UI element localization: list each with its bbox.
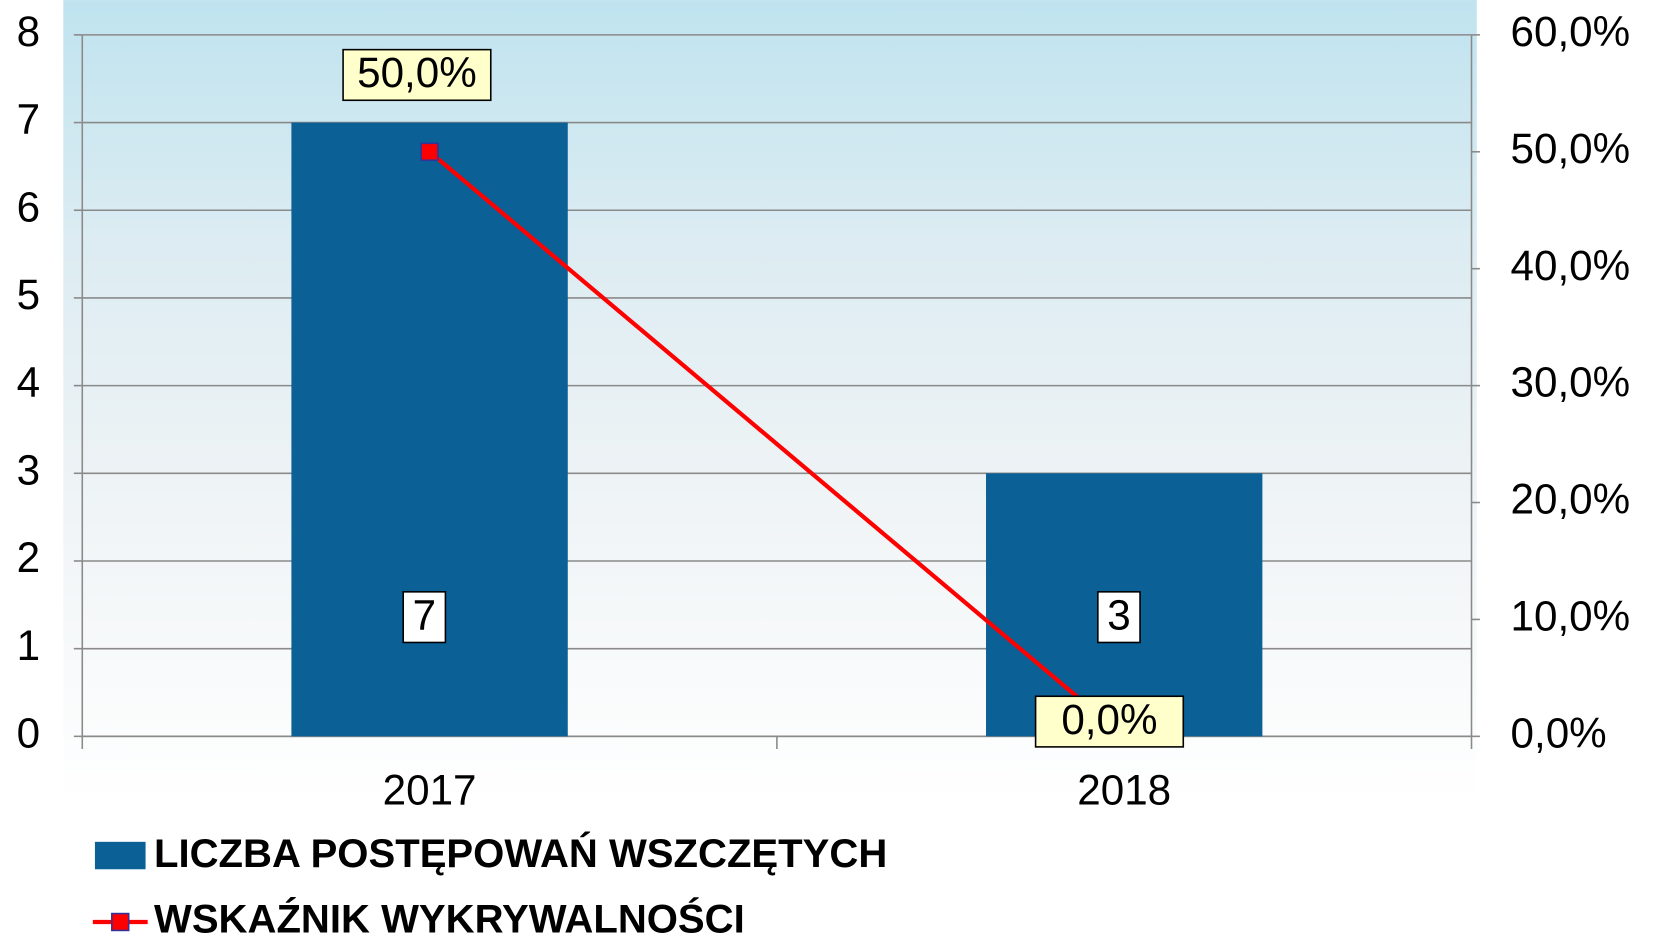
x-tick-label: 2018	[1077, 766, 1171, 813]
data-label: 3	[1107, 591, 1130, 638]
y2-tick-label: 40,0%	[1511, 242, 1631, 289]
y-tick-label: 4	[17, 359, 40, 406]
y-tick-label: 3	[17, 446, 40, 493]
y2-tick-label: 10,0%	[1511, 593, 1631, 640]
x-tick-label: 2017	[383, 766, 477, 813]
y-tick-label: 6	[17, 183, 40, 230]
y-tick-label: 5	[17, 271, 40, 318]
y-tick-label: 8	[17, 8, 40, 55]
data-label: 7	[413, 591, 436, 638]
y-tick-label: 7	[17, 96, 40, 143]
plot-background	[63, 0, 1476, 802]
data-label: 0,0%	[1061, 696, 1157, 743]
y-tick-label: 0	[17, 709, 40, 756]
legend-label: WSKAŹNIK WYKRYWALNOŚCI	[154, 896, 745, 940]
legend-swatch	[95, 842, 146, 869]
data-label: 50,0%	[357, 49, 477, 96]
chart: 0123456780,0%10,0%20,0%30,0%40,0%50,0%60…	[0, 0, 1654, 940]
y2-tick-label: 50,0%	[1511, 125, 1631, 172]
legend-label: LICZBA POSTĘPOWAŃ WSZCZĘTYCH	[154, 831, 887, 876]
line-marker	[421, 143, 438, 160]
y-tick-label: 2	[17, 534, 40, 581]
y2-tick-label: 60,0%	[1511, 8, 1631, 55]
y2-tick-label: 30,0%	[1511, 359, 1631, 406]
bar	[291, 123, 567, 737]
y2-tick-label: 0,0%	[1511, 709, 1607, 756]
legend-marker	[112, 914, 129, 931]
y2-tick-label: 20,0%	[1511, 476, 1631, 523]
y-tick-label: 1	[17, 622, 40, 669]
